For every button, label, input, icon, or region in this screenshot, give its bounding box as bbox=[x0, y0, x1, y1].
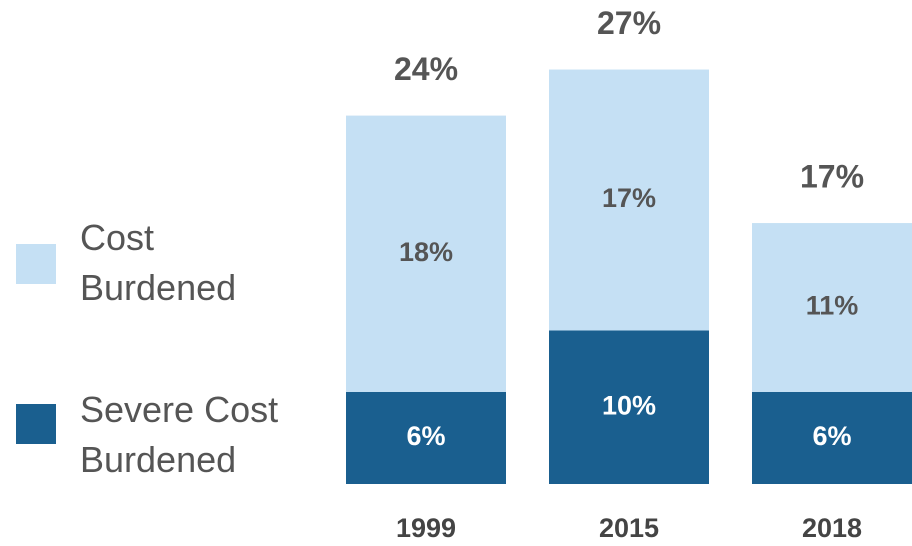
legend-label: Cost Burdened bbox=[80, 217, 237, 308]
legend-swatch bbox=[16, 404, 56, 444]
bar-segment bbox=[346, 391, 506, 484]
data-label: 18% bbox=[399, 237, 453, 267]
total-label: 24% bbox=[394, 51, 458, 87]
bar-segment bbox=[549, 69, 709, 331]
bar-segment bbox=[549, 330, 709, 484]
x-tick-label: 2015 bbox=[599, 513, 659, 543]
data-label: 6% bbox=[812, 421, 851, 451]
data-label: 17% bbox=[602, 183, 656, 213]
data-label: 11% bbox=[806, 291, 859, 321]
bar-segment bbox=[346, 115, 506, 392]
total-label: 17% bbox=[800, 159, 864, 195]
x-tick-label: 2018 bbox=[802, 513, 862, 543]
data-label: 6% bbox=[406, 421, 445, 451]
data-label: 10% bbox=[602, 390, 656, 420]
x-tick-label: 1999 bbox=[396, 513, 456, 543]
legend-swatch bbox=[16, 244, 56, 284]
total-label: 27% bbox=[597, 5, 661, 41]
legend-label: Severe Cost Burdened bbox=[80, 389, 279, 480]
bar-segment bbox=[752, 223, 912, 392]
bar-segment bbox=[752, 391, 912, 484]
